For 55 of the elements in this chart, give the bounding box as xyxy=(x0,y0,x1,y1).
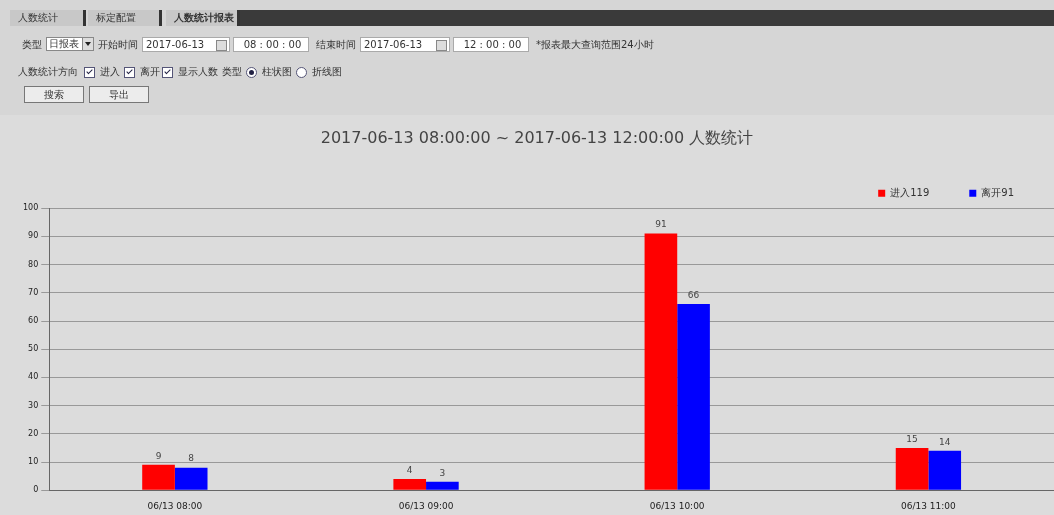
bar xyxy=(677,304,710,490)
data-label: 14 xyxy=(939,436,951,447)
text: 日报表 xyxy=(49,38,79,49)
text: 人数统计报表 xyxy=(174,12,234,23)
y-tick-label: 70 xyxy=(28,287,39,297)
x-tick-label: 06/13 10:00 xyxy=(649,500,705,511)
y-tick-label: 50 xyxy=(28,344,39,354)
y-tick-label: 90 xyxy=(28,231,39,241)
data-label: 8 xyxy=(188,453,195,464)
bar xyxy=(426,481,459,490)
text: 人数统计 xyxy=(18,12,58,23)
bar xyxy=(174,467,208,490)
text: 12 : 00 : 00 xyxy=(463,39,522,50)
y-tick-label: 80 xyxy=(28,259,39,269)
text: *报表最大查询范围24小时 xyxy=(536,39,654,50)
y-tick-label: 60 xyxy=(28,316,39,326)
text: 离开 xyxy=(140,65,160,79)
text: 搜索 xyxy=(44,89,64,100)
y-tick-label: 40 xyxy=(28,372,39,382)
y-tick-label: 100 xyxy=(22,203,39,213)
x-tick-label: 06/13 08:00 xyxy=(147,500,203,511)
text: 进入 xyxy=(100,65,120,79)
text: 类型 xyxy=(22,38,42,52)
data-label: 4 xyxy=(406,464,413,475)
text: 导出 xyxy=(109,89,129,100)
data-label: 3 xyxy=(439,467,446,478)
y-tick-label: 30 xyxy=(28,400,39,410)
data-label: 9 xyxy=(155,450,162,461)
legend-label: 离开91 xyxy=(981,186,1015,198)
text: 2017-06-13 xyxy=(364,39,423,50)
bar xyxy=(928,450,962,490)
data-label: 66 xyxy=(687,289,700,300)
x-tick-label: 06/13 09:00 xyxy=(398,500,454,511)
bar xyxy=(644,233,678,490)
y-tick-label: 20 xyxy=(28,428,39,438)
text: 折线图 xyxy=(312,65,342,79)
data-label: 91 xyxy=(655,219,667,230)
y-tick-label: 0 xyxy=(33,485,39,495)
text: 显示人数 xyxy=(178,65,218,79)
x-tick-label: 06/13 11:00 xyxy=(901,500,957,511)
text: 人数统计方向 xyxy=(18,65,78,79)
y-tick-label: 10 xyxy=(28,457,39,467)
text: 08 : 00 : 00 xyxy=(243,39,302,50)
text: 类型 xyxy=(222,65,242,79)
bar xyxy=(393,478,427,490)
text: 柱状图 xyxy=(262,65,292,79)
text: 结束时间 xyxy=(316,38,356,52)
text: 开始时间 xyxy=(98,38,138,52)
bar xyxy=(895,447,929,490)
bar xyxy=(142,464,175,490)
chart-title: 2017-06-13 08:00:00 ~ 2017-06-13 12:00:00 人数统计 xyxy=(320,127,754,147)
legend-label: 进入119 xyxy=(890,186,930,198)
text: 标定配置 xyxy=(96,12,136,23)
data-label: 15 xyxy=(906,433,918,444)
text: 2017-06-13 xyxy=(146,39,205,50)
